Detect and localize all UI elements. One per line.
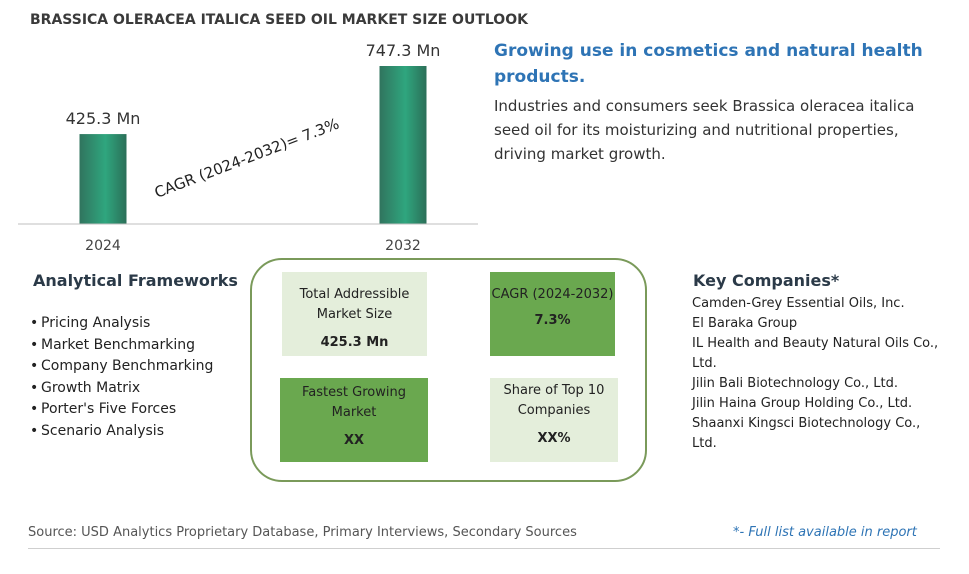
company-item: IL Health and Beauty Natural Oils Co., L… (692, 336, 939, 371)
footnote-link[interactable]: *- Full list available in report (733, 525, 917, 540)
framework-item: Pricing Analysis (30, 313, 213, 335)
source-note: Source: USD Analytics Proprietary Databa… (28, 525, 577, 540)
framework-item: Scenario Analysis (30, 421, 213, 443)
bar-2024 (79, 134, 127, 224)
company-item: Camden-Grey Essential Oils, Inc. (692, 296, 905, 311)
company-item: Jilin Bali Biotechnology Co., Ltd. (692, 376, 899, 391)
description: Industries and consumers seek Brassica o… (494, 97, 915, 163)
framework-item: Porter's Five Forces (30, 399, 213, 421)
summary-panel: Total Addressible Market Size 425.3 Mn C… (250, 258, 647, 482)
key-companies-list: Camden-Grey Essential Oils, Inc. El Barak… (692, 294, 947, 454)
fastest-card: Fastest Growing Market XX (280, 378, 428, 462)
cagr-card: CAGR (2024-2032) 7.3% (490, 272, 615, 356)
share-card: Share of Top 10 Companies XX% (490, 378, 618, 462)
framework-item: Company Benchmarking (30, 356, 213, 378)
company-item: El Baraka Group (692, 316, 798, 331)
cagr-card-label: CAGR (2024-2032) (491, 287, 614, 302)
framework-item: Market Benchmarking (30, 335, 213, 357)
framework-item: Growth Matrix (30, 378, 213, 400)
tam-card-value: 425.3 Mn (320, 335, 389, 350)
company-item: Shaanxi Kingsci Biotechnology Co., Ltd. (692, 416, 921, 451)
market-size-chart: 425.3 Mn 2024 747.3 Mn 2032 CAGR (2024-2032… (18, 41, 478, 254)
x-tick-label: 2024 (85, 238, 121, 254)
frameworks-title: Analytical Frameworks (33, 271, 238, 290)
cagr-card-value: 7.3% (534, 313, 571, 328)
share-card-label: Share of Top 10 Companies (503, 383, 605, 418)
cagr-annotation: CAGR (2024-2032)= 7.3% (152, 115, 342, 202)
page-title: BRASSICA OLERACEA ITALICA SEED OIL MARKE… (30, 12, 528, 28)
bar-2032 (379, 66, 427, 224)
key-companies-title: Key Companies* (693, 271, 840, 290)
tam-card-label: Total Addressible Market Size (299, 287, 410, 322)
headline: Growing use in cosmetics and natural hea… (494, 41, 923, 87)
footer-divider (28, 548, 940, 549)
frameworks-list: Pricing AnalysisMarket BenchmarkingCompa… (30, 313, 213, 443)
share-card-value: XX% (537, 431, 571, 446)
bar-value-label: 425.3 Mn (66, 109, 141, 128)
bar-value-label: 747.3 Mn (366, 41, 441, 60)
company-item: Jilin Haina Group Holding Co., Ltd. (692, 396, 913, 411)
fastest-card-value: XX (343, 433, 365, 448)
tam-card: Total Addressible Market Size 425.3 Mn (282, 272, 427, 356)
x-tick-label: 2032 (385, 238, 421, 254)
fastest-card-label: Fastest Growing Market (302, 385, 406, 420)
